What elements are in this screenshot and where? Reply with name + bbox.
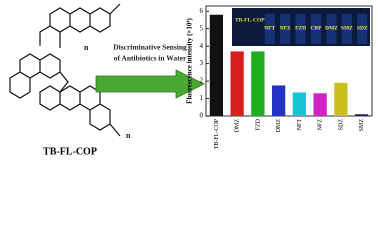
arrow-text: Discriminative Sensing xyxy=(113,43,187,52)
x-tick-label: SDZ xyxy=(338,119,344,131)
y-tick-label: 1 xyxy=(200,94,204,102)
bar xyxy=(354,114,369,116)
inset-label: FZD xyxy=(295,25,306,31)
arrow xyxy=(95,69,205,99)
n-label: n xyxy=(84,43,89,52)
vial xyxy=(357,14,368,44)
vial xyxy=(264,14,275,44)
x-tick-label: SMZ xyxy=(359,119,365,132)
graphic: n n TB-FL-COP Discriminative Sensing of … xyxy=(9,3,373,157)
bar xyxy=(271,85,286,116)
x-tick-label: TB-FL-COP xyxy=(214,118,220,149)
bar xyxy=(209,14,224,117)
inset-label: NFT xyxy=(264,25,275,31)
y-tick-label: 3 xyxy=(200,59,204,67)
inset-label: CRP xyxy=(310,25,322,31)
bar xyxy=(251,51,265,117)
vial xyxy=(280,14,291,44)
y-tick-label: 0 xyxy=(200,112,204,120)
x-tick-label: DMZ xyxy=(276,119,282,133)
y-tick-label: 2 xyxy=(200,77,204,85)
inset-title: TB-FL-COP xyxy=(235,17,265,23)
inset-label: DMZ xyxy=(325,25,338,31)
y-tick-label: 5 xyxy=(200,24,204,32)
structure-drawing xyxy=(9,3,121,137)
vial xyxy=(326,14,337,44)
bar xyxy=(292,92,307,116)
x-tick-label: DMZ xyxy=(235,119,241,133)
plot-frame xyxy=(205,5,373,117)
page: {"structure": {"name": "TB-FL-COP", "rep… xyxy=(9,3,373,158)
y-axis-title: Fluorescence intensity (×10⁴) xyxy=(186,18,194,104)
inset-label: SDZ xyxy=(357,25,368,31)
x-tick-label: NFT xyxy=(297,119,303,131)
inset-label: SMZ xyxy=(341,25,353,31)
vial xyxy=(311,14,321,44)
arrow-text: of Antibiotics in Water xyxy=(114,54,187,63)
inset-label: NFZ xyxy=(280,25,291,31)
bar xyxy=(230,51,244,117)
y-tick-label: 6 xyxy=(200,7,204,15)
bar xyxy=(313,93,327,116)
vial xyxy=(341,14,352,44)
structure-name: TB-FL-COP xyxy=(43,146,97,157)
n-label: n xyxy=(126,131,131,140)
y-tick-label: 4 xyxy=(200,42,204,50)
vial xyxy=(295,14,306,44)
x-tick-label: FZD xyxy=(255,118,261,130)
x-tick-label: NFZ xyxy=(318,119,324,131)
bar xyxy=(334,82,348,116)
